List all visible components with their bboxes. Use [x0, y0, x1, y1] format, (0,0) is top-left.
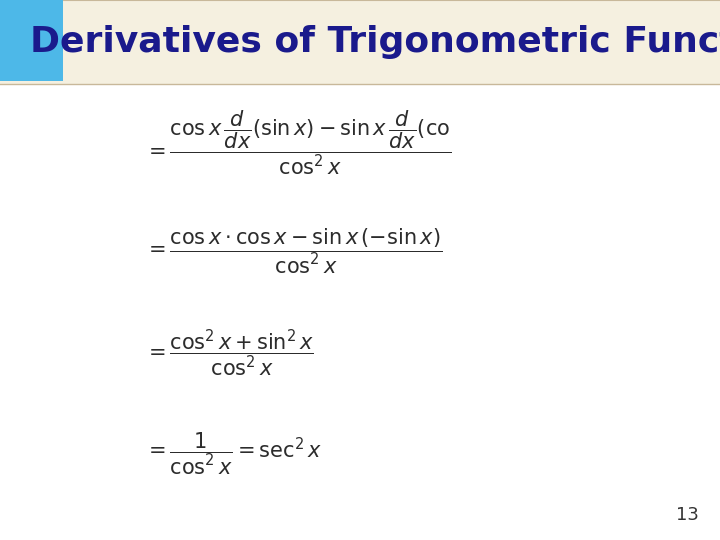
Text: $= \dfrac{\cos^2 x + \sin^2 x}{\cos^2 x}$: $= \dfrac{\cos^2 x + \sin^2 x}{\cos^2 x}… — [144, 328, 314, 380]
Text: 13: 13 — [675, 506, 698, 524]
Text: $= \dfrac{1}{\cos^2 x} = \sec^2 x$: $= \dfrac{1}{\cos^2 x} = \sec^2 x$ — [144, 430, 322, 477]
Text: $= \dfrac{\cos x \cdot \cos x - \sin x\,(-\sin x)}{\cos^2 x}$: $= \dfrac{\cos x \cdot \cos x - \sin x\,… — [144, 227, 442, 275]
FancyBboxPatch shape — [0, 0, 63, 81]
FancyBboxPatch shape — [0, 0, 720, 84]
Text: $= \dfrac{\cos x \,\dfrac{d}{dx}(\sin x) - \sin x \,\dfrac{d}{dx}(\mathrm{co}}{\: $= \dfrac{\cos x \,\dfrac{d}{dx}(\sin x)… — [144, 109, 451, 178]
Text: Derivatives of Trigonometric Functions: Derivatives of Trigonometric Functions — [30, 25, 720, 59]
